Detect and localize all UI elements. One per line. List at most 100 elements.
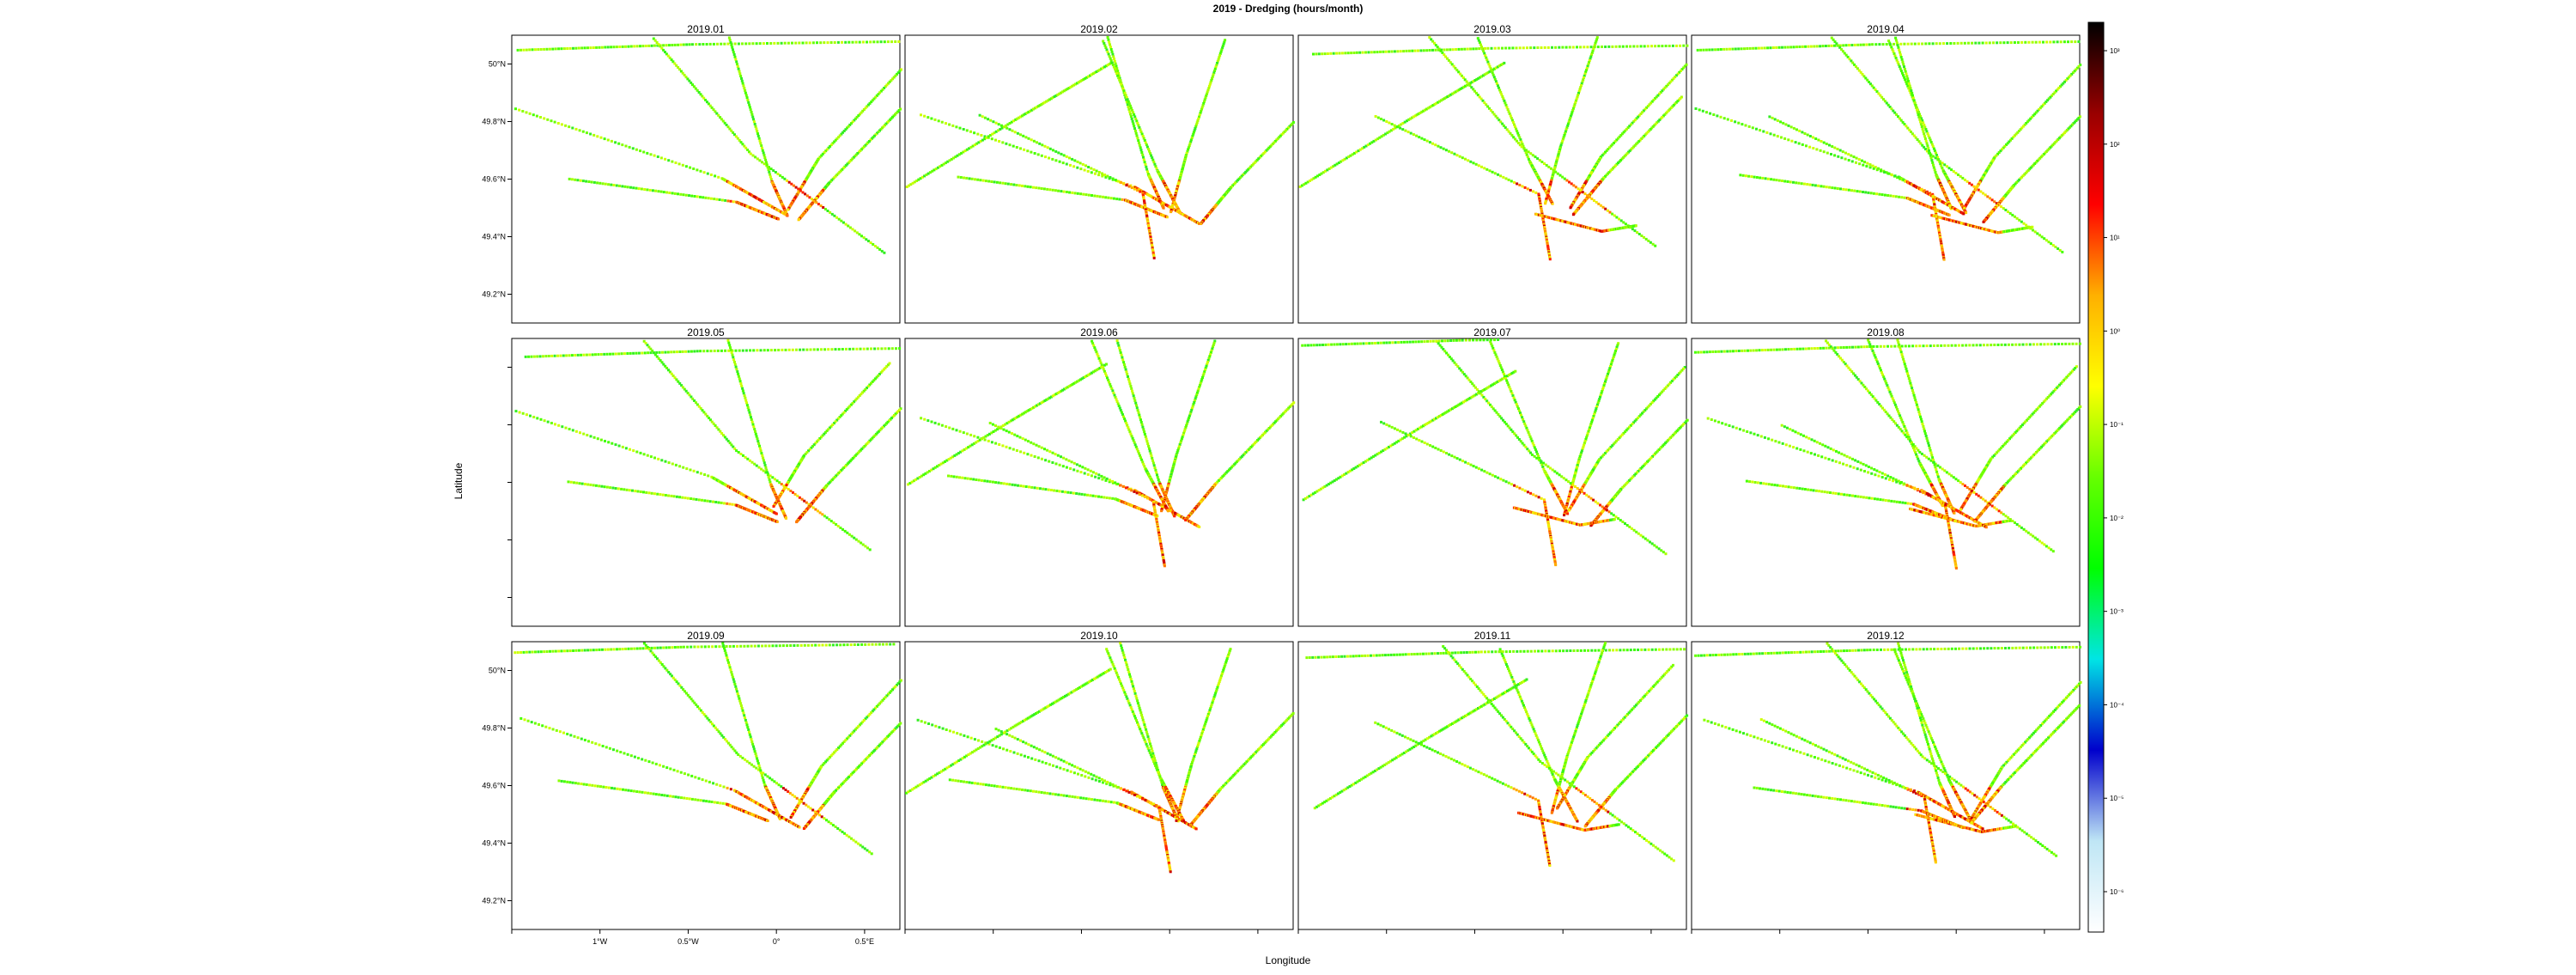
track-cell [1232, 182, 1236, 186]
track-cell [1552, 168, 1555, 172]
track-cell [2049, 40, 2052, 44]
track-cell [1924, 42, 1928, 46]
track-cell [880, 347, 884, 350]
track-cell [890, 40, 893, 44]
track-cell [653, 351, 655, 355]
track-cell [1802, 182, 1806, 186]
track-cell [673, 62, 677, 65]
track-cell [948, 123, 951, 126]
track-cell [575, 481, 579, 484]
track-cell [579, 431, 581, 435]
track-cell [1192, 131, 1195, 134]
track-cell [1061, 161, 1065, 165]
track-cell [2000, 205, 2003, 209]
track-cell [1154, 165, 1157, 168]
track-cell [1982, 192, 1984, 195]
track-cell [1112, 197, 1115, 200]
track-cell [1392, 127, 1395, 131]
track-cell [1076, 192, 1079, 195]
track-cell [601, 182, 605, 186]
track-cell [811, 198, 813, 201]
track-cell [1095, 169, 1098, 173]
track-cell [518, 108, 521, 112]
track-cell [681, 350, 684, 353]
track-cell [737, 375, 740, 378]
track-cell [1917, 140, 1921, 143]
track-cell [1923, 135, 1927, 138]
track-cell [1874, 166, 1877, 169]
track-cell [1781, 180, 1783, 182]
track-cell [1885, 101, 1888, 105]
track-cell [1116, 70, 1120, 73]
track-cell [1811, 183, 1814, 186]
track-cell [778, 481, 781, 484]
track-cell [1978, 41, 1981, 45]
track-cell [748, 150, 750, 154]
track-cell [1518, 143, 1522, 147]
track-cell [1644, 237, 1648, 241]
track-cell [671, 375, 675, 377]
track-cell [2047, 147, 2050, 150]
track-cell [1888, 106, 1892, 108]
track-cell [639, 45, 641, 48]
track-cell [1581, 191, 1584, 194]
track-cell [1215, 64, 1218, 67]
track-cell [1533, 46, 1536, 50]
map-panels: 2019.0149.2°N49.4°N49.6°N49.8°N50°N2019.… [482, 23, 2082, 946]
track-cell [1344, 52, 1347, 55]
track-cell [2031, 40, 2034, 44]
track-cell [1719, 115, 1722, 119]
track-cell [691, 43, 694, 46]
track-cell [726, 502, 729, 505]
track-cell [2015, 216, 2019, 220]
track-cell [1668, 45, 1671, 47]
track-cell [1326, 52, 1329, 55]
track-cell [623, 352, 626, 356]
track-cell [1142, 428, 1145, 431]
track-cell [737, 42, 740, 46]
track-cell [697, 498, 701, 502]
track-cell [1455, 89, 1459, 93]
track-cell [851, 40, 854, 44]
track-cell [559, 354, 562, 357]
track-cell [615, 184, 618, 187]
track-cell [1910, 131, 1912, 133]
track-cell [1900, 58, 1904, 61]
track-cell [1094, 172, 1097, 175]
track-cell [1152, 256, 1156, 259]
track-cell [740, 384, 744, 387]
track-cell [743, 144, 746, 148]
track-cell [821, 152, 824, 155]
track-cell [1024, 136, 1028, 139]
track-cell [763, 156, 767, 159]
track-cell [674, 161, 677, 164]
track-cell [733, 133, 736, 137]
track-cell [1463, 47, 1467, 51]
track-cell [1455, 69, 1459, 72]
track-cell [799, 348, 802, 351]
track-cell [997, 129, 999, 132]
track-cell [1747, 125, 1751, 128]
track-cell [716, 349, 720, 352]
track-cell [1478, 95, 1481, 99]
track-cell [1743, 47, 1746, 51]
track-cell [2016, 131, 2020, 134]
track-cell [590, 180, 593, 184]
track-cell [894, 74, 897, 77]
track-cell [937, 119, 940, 123]
track-cell [1006, 182, 1010, 186]
track-cell [1370, 51, 1373, 54]
track-cell [854, 538, 858, 541]
track-cell [928, 171, 932, 174]
track-cell [896, 72, 898, 76]
track-cell [987, 135, 990, 138]
track-cell [1439, 49, 1443, 52]
track-cell [1120, 82, 1123, 86]
track-cell [766, 166, 769, 169]
track-cell [692, 168, 696, 170]
track-cell [2013, 134, 2016, 137]
track-cell [792, 184, 795, 187]
track-cell [629, 45, 633, 48]
track-cell [1065, 162, 1068, 166]
track-cell [1868, 43, 1871, 46]
